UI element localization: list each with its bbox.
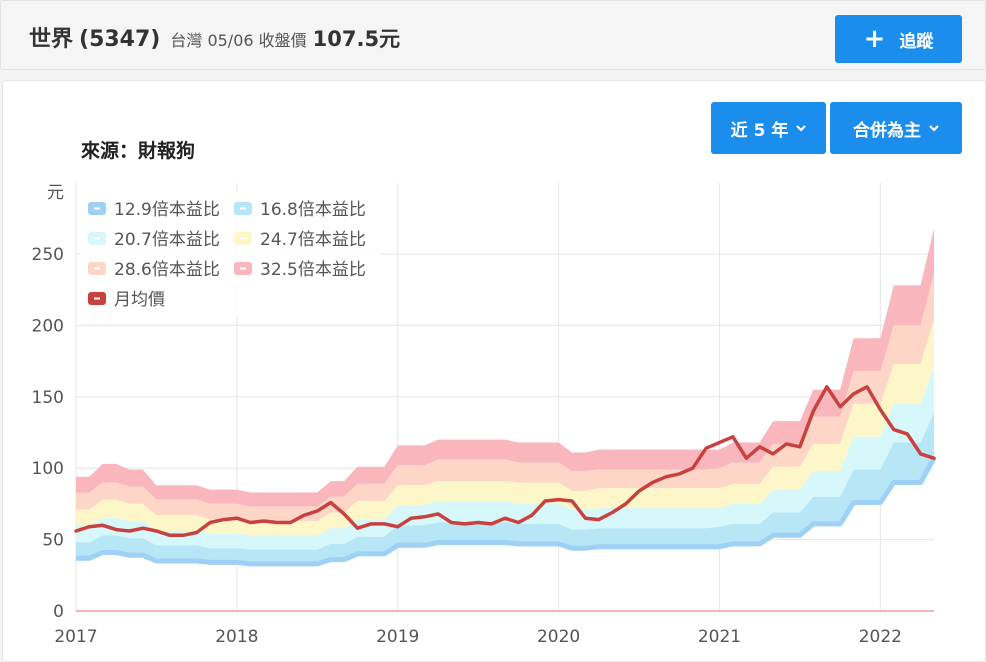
x-tick-label: 2022: [859, 627, 902, 647]
y-tick-label: 150: [32, 388, 64, 408]
x-tick-label: 2018: [215, 627, 258, 647]
band-2: [76, 412, 934, 564]
follow-label: 追蹤: [899, 31, 934, 52]
x-tick-label: 2019: [376, 627, 419, 647]
band-6: [76, 228, 934, 507]
x-tick-label: 2017: [54, 627, 97, 647]
chart-panel: 來源：財報狗 近 5 年 合併為主: [2, 80, 986, 662]
legend-label: 24.7倍本益比: [260, 230, 366, 250]
y-tick-label: 0: [53, 602, 64, 622]
chevron-down-icon: [929, 125, 939, 132]
y-tick-label: 250: [32, 245, 64, 265]
band-5: [76, 274, 934, 521]
legend-label: 32.5倍本益比: [260, 260, 366, 280]
stock-header: 世界 (5347) 台灣 05/06 收盤價 107.5元 + 追蹤: [0, 0, 986, 70]
y-tick-label: 200: [32, 316, 64, 336]
market-date-label: 台灣 05/06 收盤價: [170, 31, 307, 50]
x-tick-label: 2021: [698, 627, 741, 647]
legend-box: [80, 192, 380, 316]
legend-label: 月均價: [114, 290, 165, 310]
y-tick-label: 50: [42, 531, 64, 551]
band-12-9-line: [76, 456, 937, 567]
source-label: 來源：財報狗: [81, 140, 196, 162]
legend-label: 20.7倍本益比: [114, 230, 220, 250]
stock-title: 世界 (5347) 台灣 05/06 收盤價 107.5元: [29, 21, 400, 53]
close-price: 107.5元: [312, 27, 401, 51]
range-dropdown[interactable]: 近 5 年: [711, 102, 826, 154]
stock-name: 世界: [29, 27, 74, 52]
legend-label: 16.8倍本益比: [260, 200, 366, 220]
chevron-down-icon: [796, 125, 807, 132]
y-tick-label: 100: [32, 459, 64, 479]
band-4: [76, 319, 934, 536]
plus-icon: +: [863, 24, 886, 54]
stock-code: (5347): [79, 27, 161, 52]
mode-label: 合併為主: [853, 120, 921, 141]
monthly-price-line: [74, 385, 936, 538]
y-axis-unit: 元: [47, 183, 64, 203]
mode-dropdown[interactable]: 合併為主: [830, 102, 962, 154]
follow-button[interactable]: + 追蹤: [835, 15, 962, 63]
legend-label: 12.9倍本益比: [114, 200, 220, 220]
legend-label: 28.6倍本益比: [114, 260, 220, 280]
x-tick-label: 2020: [537, 627, 580, 647]
range-label: 近 5 年: [730, 120, 789, 141]
